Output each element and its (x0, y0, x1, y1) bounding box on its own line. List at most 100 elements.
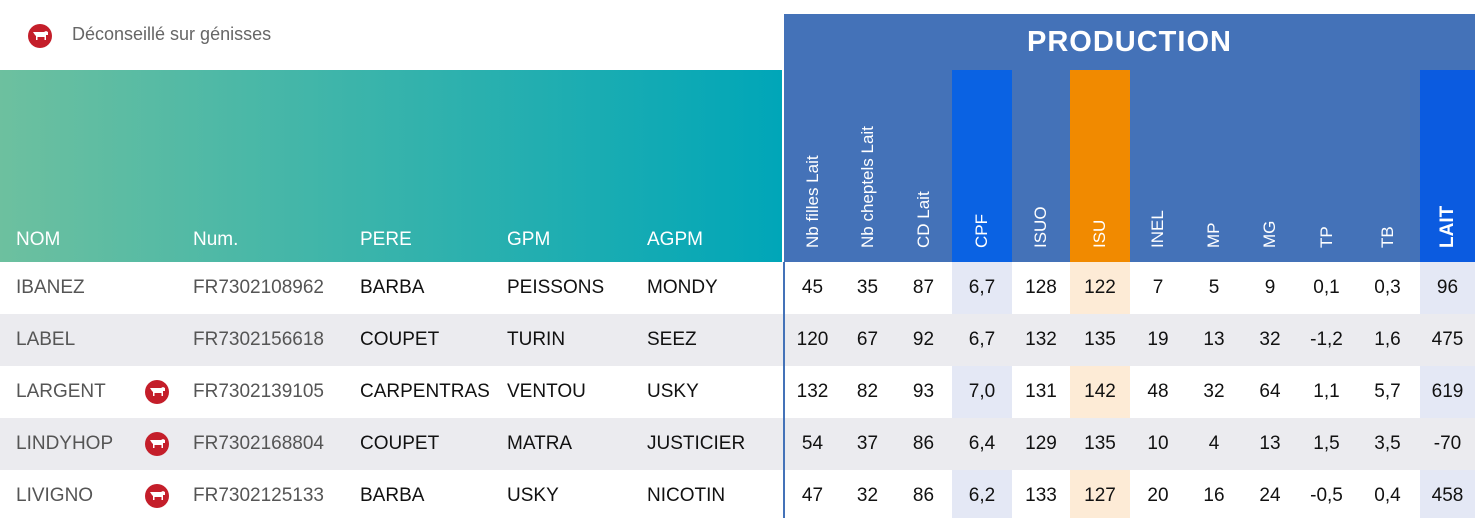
cell-value: 7 (1152, 277, 1164, 298)
cell-value: 93 (912, 381, 935, 402)
cell-text: LINDYHOP (16, 433, 114, 454)
cell-text: BARBA (360, 485, 425, 506)
cell-value: 64 (1259, 381, 1281, 402)
cell-value: 0,3 (1374, 277, 1401, 298)
cell-value: 0,4 (1374, 485, 1401, 506)
cell-text: LARGENT (16, 381, 106, 402)
cell-value: 6,7 (968, 329, 996, 350)
cell-value: 4 (1208, 433, 1220, 454)
cell-value: 142 (1084, 381, 1116, 402)
column-band (1420, 262, 1475, 518)
cell-text: LABEL (16, 329, 76, 350)
column-header: ISU (1090, 219, 1109, 248)
column-header: CD Lait (913, 191, 933, 248)
cell-value: 619 (1431, 381, 1464, 402)
cell-text: FR7302156618 (193, 329, 324, 350)
cell-value: 6,2 (968, 485, 996, 506)
column-header: MG (1260, 220, 1279, 248)
warning-icon (145, 484, 169, 508)
cell-value: 6,7 (968, 277, 996, 298)
cell-value: 135 (1084, 329, 1116, 350)
cell-text: FR7302139105 (193, 381, 324, 402)
cell-value: -0,5 (1310, 485, 1343, 506)
cell-value: 132 (796, 381, 829, 402)
cell-value: 24 (1259, 485, 1281, 506)
cell-value: 128 (1025, 277, 1057, 298)
cell-value: 6,4 (968, 433, 996, 454)
cell-value: 13 (1203, 329, 1225, 350)
column-header: Num. (193, 229, 239, 250)
cell-text: BARBA (360, 277, 425, 298)
separator (783, 262, 785, 518)
column-header: CPF (972, 214, 991, 248)
header-band (952, 70, 1012, 262)
cell-value: 20 (1147, 485, 1169, 506)
cell-value: 96 (1436, 277, 1459, 298)
cell-value: 135 (1084, 433, 1116, 454)
cell-value: 87 (912, 277, 935, 298)
cell-value: 45 (801, 277, 824, 298)
column-header: Nb filles Lait (802, 155, 822, 248)
cell-value: 82 (856, 381, 879, 402)
column-header: PERE (360, 229, 412, 250)
row-band (0, 418, 1475, 470)
cell-text: FR7302108962 (193, 277, 324, 298)
column-band (952, 262, 1012, 518)
column-header: Nb cheptels Lait (857, 126, 877, 248)
cell-value: 54 (801, 433, 824, 454)
cell-value: 5 (1208, 277, 1220, 298)
warning-icon (145, 432, 169, 456)
cell-text: MONDY (647, 277, 718, 298)
cell-text: NICOTIN (647, 485, 726, 506)
legend-text: Déconseillé sur génisses (72, 24, 272, 44)
id-header-band (0, 70, 782, 262)
cell-value: 37 (856, 433, 879, 454)
cell-value: 47 (801, 485, 824, 506)
cell-text: USKY (507, 485, 559, 506)
cell-value: 1,6 (1374, 329, 1401, 350)
cell-value: 92 (912, 329, 935, 350)
cell-value: 129 (1025, 433, 1057, 454)
cell-text: VENTOU (507, 381, 586, 402)
cell-value: 86 (912, 433, 935, 454)
cell-value: 475 (1431, 329, 1464, 350)
cell-text: COUPET (360, 433, 440, 454)
legend-icon (28, 24, 52, 48)
cell-value: 9 (1264, 277, 1276, 298)
column-header: TB (1377, 226, 1397, 248)
row-band (0, 314, 1475, 366)
cell-value: 3,5 (1374, 433, 1401, 454)
production-title: PRODUCTION (1027, 25, 1232, 58)
cell-text: FR7302168804 (193, 433, 324, 454)
column-header: NOM (16, 229, 61, 250)
cell-text: MATRA (507, 433, 573, 454)
cell-value: 120 (796, 329, 829, 350)
production-band (784, 14, 1475, 70)
cell-text: SEEZ (647, 329, 697, 350)
cell-value: 16 (1203, 485, 1225, 506)
cell-text: COUPET (360, 329, 440, 350)
column-header: MP (1204, 222, 1223, 249)
column-header: LAIT (1436, 205, 1458, 248)
cell-value: 131 (1025, 381, 1057, 402)
cell-value: 48 (1147, 381, 1169, 402)
cell-text: IBANEZ (16, 277, 85, 298)
cell-value: -70 (1433, 433, 1462, 454)
cell-value: 32 (1203, 381, 1225, 402)
header-band (1420, 70, 1475, 262)
column-header: GPM (507, 229, 551, 250)
header-band (1070, 70, 1130, 262)
cell-value: 458 (1431, 485, 1464, 506)
column-header: AGPM (647, 229, 703, 250)
cell-value: 5,7 (1374, 381, 1401, 402)
cell-text: CARPENTRAS (360, 381, 490, 402)
cell-value: 10 (1147, 433, 1169, 454)
cell-value: 86 (912, 485, 935, 506)
cell-value: 127 (1084, 485, 1116, 506)
column-header: ISUO (1031, 206, 1050, 248)
cell-value: -1,2 (1310, 329, 1343, 350)
cell-value: 13 (1259, 433, 1281, 454)
cell-text: USKY (647, 381, 699, 402)
cell-value: 35 (856, 277, 879, 298)
